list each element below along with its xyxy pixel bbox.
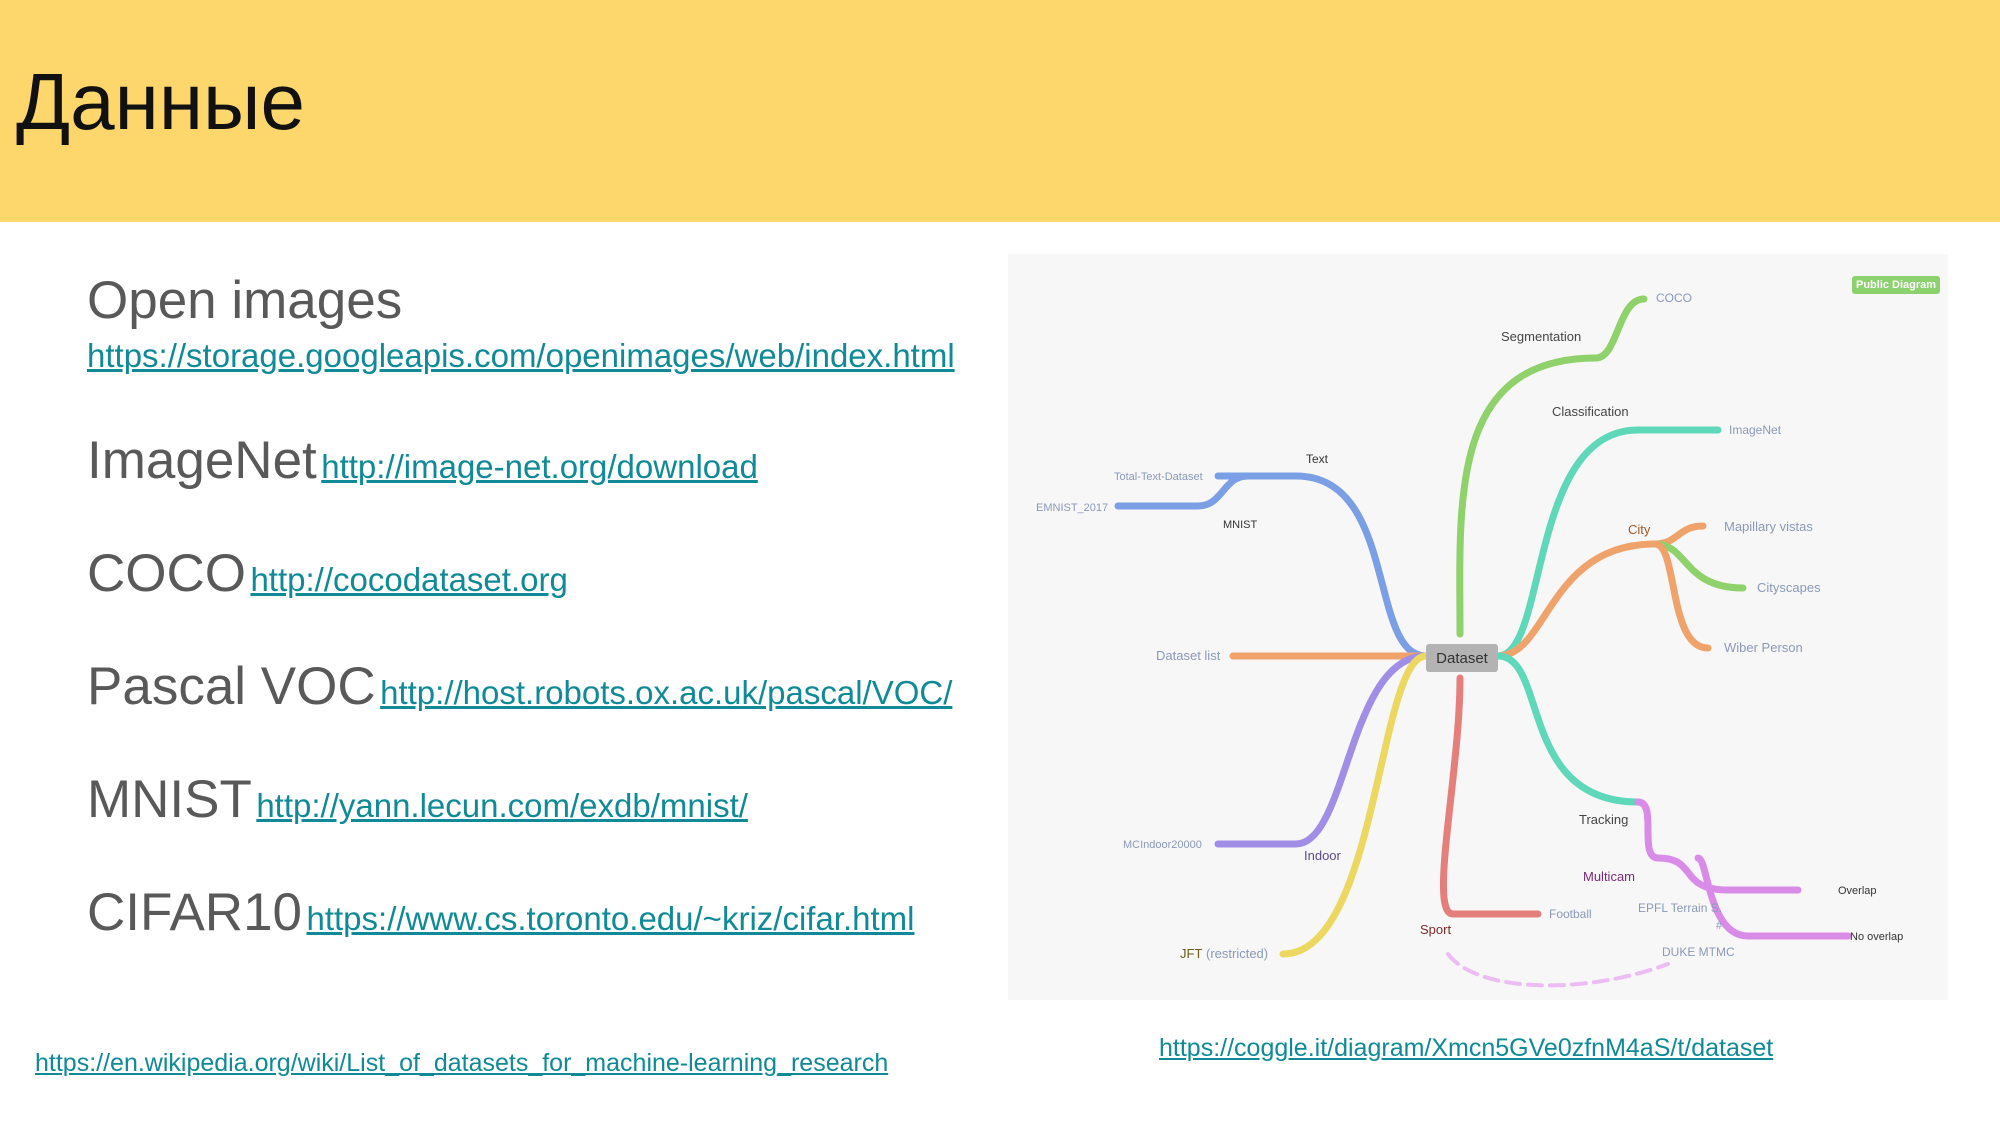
label-coco: COCO [1656, 291, 1692, 305]
dataset-name: CIFAR10 [87, 883, 303, 942]
dataset-item-coco: COCO http://cocodataset.org [87, 543, 568, 604]
dataset-link[interactable]: https://storage.googleapis.com/openimage… [87, 337, 955, 374]
label-duke: DUKE MTMC [1662, 945, 1735, 959]
label-epfl: EPFL Terrain S. [1638, 901, 1722, 915]
label-cityscapes: Cityscapes [1757, 580, 1821, 595]
label-dataset-list: Dataset list [1156, 648, 1221, 663]
branch-overlap-no [1694, 854, 1852, 940]
branch-classification [1494, 426, 1722, 660]
branch-sport [1439, 674, 1542, 918]
branch-wiber [1651, 540, 1712, 652]
label-city: City [1628, 522, 1651, 537]
branch-duke-dashed [1446, 952, 1670, 988]
dataset-link[interactable]: http://image-net.org/download [321, 448, 758, 485]
branch-cityscapes [1651, 540, 1747, 592]
branch-indoor [1214, 652, 1430, 848]
label-football: Football [1549, 907, 1592, 921]
wikipedia-link[interactable]: https://en.wikipedia.org/wiki/List_of_da… [35, 1049, 889, 1077]
label-jft-note: (restricted) [1206, 946, 1268, 961]
mind-map-svg: Dataset Segmentation COCO Classification… [1036, 291, 1903, 988]
label-total-text: Total-Text-Dataset [1114, 471, 1203, 483]
branch-text [1114, 472, 1430, 660]
dataset-name: MNIST [87, 770, 252, 829]
label-tracking: Tracking [1579, 812, 1628, 827]
slide-title: Данные [16, 57, 306, 146]
branch-tracking [1494, 652, 1642, 806]
dataset-link[interactable]: https://www.cs.toronto.edu/~kriz/cifar.h… [306, 900, 915, 937]
label-sport: Sport [1420, 922, 1451, 937]
dataset-name: ImageNet [87, 431, 317, 490]
dataset-item-open-images: Open images https://storage.googleapis.c… [87, 270, 955, 375]
branch-jft [1279, 652, 1430, 958]
dataset-item-imagenet: ImageNet http://image-net.org/download [87, 430, 758, 491]
label-overlap: Overlap [1838, 885, 1877, 897]
label-mapillary: Mapillary vistas [1724, 519, 1813, 534]
dataset-link[interactable]: http://host.robots.ox.ac.uk/pascal/VOC/ [380, 674, 953, 711]
branch-segmentation [1456, 295, 1648, 638]
label-jft: JFT [1180, 946, 1202, 961]
dataset-link[interactable]: http://cocodataset.org [250, 561, 568, 598]
public-diagram-badge: Public Diagram [1852, 276, 1941, 294]
center-node-label: Dataset [1436, 650, 1489, 667]
branch-city [1494, 522, 1707, 660]
slide-header: Данные [0, 0, 2000, 222]
dataset-name: Open images [87, 271, 403, 330]
dataset-item-mnist: MNIST http://yann.lecun.com/exdb/mnist/ [87, 769, 748, 830]
dataset-mind-map: Dataset Segmentation COCO Classification… [1008, 254, 1948, 1000]
label-mcindoor: MCIndoor20000 [1123, 839, 1202, 851]
label-indoor: Indoor [1304, 848, 1342, 863]
label-text: Text [1306, 452, 1329, 466]
coggle-link[interactable]: https://coggle.it/diagram/Xmcn5GVe0zfnM4… [1159, 1034, 1774, 1062]
dataset-link[interactable]: http://yann.lecun.com/exdb/mnist/ [256, 787, 748, 824]
label-no-overlap: No overlap [1850, 931, 1903, 943]
dataset-name: COCO [87, 544, 246, 603]
label-multicam: Multicam [1583, 869, 1635, 884]
label-imagenet: ImageNet [1729, 423, 1782, 437]
dataset-item-pascal-voc: Pascal VOC http://host.robots.ox.ac.uk/p… [87, 656, 952, 717]
label-hash: # [1716, 920, 1723, 932]
branch-multicam [1634, 798, 1802, 894]
label-emnist: EMNIST_2017 [1036, 502, 1108, 514]
dataset-name: Pascal VOC [87, 657, 376, 716]
center-node-box [1426, 644, 1498, 672]
label-wiber: Wiber Person [1724, 640, 1803, 655]
label-segmentation: Segmentation [1501, 329, 1581, 344]
label-classification: Classification [1552, 404, 1629, 419]
dataset-item-cifar10: CIFAR10 https://www.cs.toronto.edu/~kriz… [87, 882, 914, 943]
label-mnist: MNIST [1223, 519, 1258, 531]
